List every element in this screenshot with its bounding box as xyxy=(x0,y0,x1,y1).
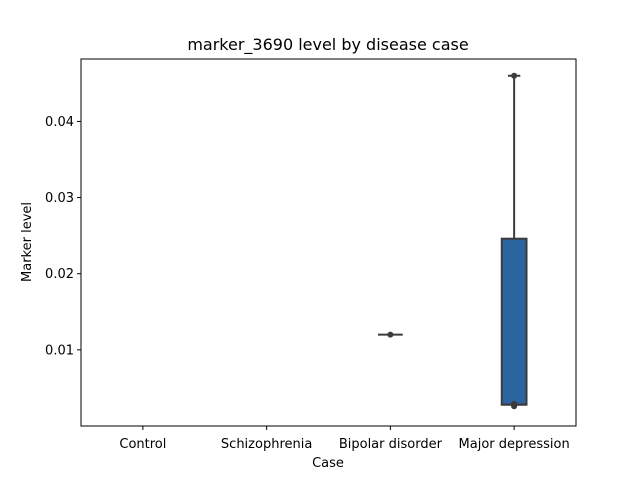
y-axis-label: Marker level xyxy=(20,202,35,282)
plot-marks xyxy=(378,72,528,410)
chart-title: marker_3690 level by disease case xyxy=(187,35,468,55)
y-tick-label: 0.02 xyxy=(45,267,74,282)
data-point xyxy=(387,331,394,338)
x-tick-label: Major depression xyxy=(459,437,570,452)
box-iqr xyxy=(500,237,528,406)
y-tick-label: 0.03 xyxy=(45,191,74,206)
x-tick-label: Schizophrenia xyxy=(221,437,312,452)
box-bipolar-disorder xyxy=(378,331,403,338)
data-point xyxy=(511,72,518,79)
plot-area-frame xyxy=(80,58,577,427)
box-major-depression xyxy=(500,72,528,410)
x-tick-label: Bipolar disorder xyxy=(339,437,443,452)
x-axis: Control Schizophrenia Bipolar disorder Majo… xyxy=(119,426,570,452)
y-axis: 0.01 0.02 0.03 0.04 xyxy=(45,115,81,358)
data-point xyxy=(511,403,518,410)
y-tick-label: 0.01 xyxy=(45,343,74,358)
x-axis-label: Case xyxy=(312,456,344,471)
y-tick-label: 0.04 xyxy=(45,115,74,130)
x-tick-label: Control xyxy=(119,437,166,452)
